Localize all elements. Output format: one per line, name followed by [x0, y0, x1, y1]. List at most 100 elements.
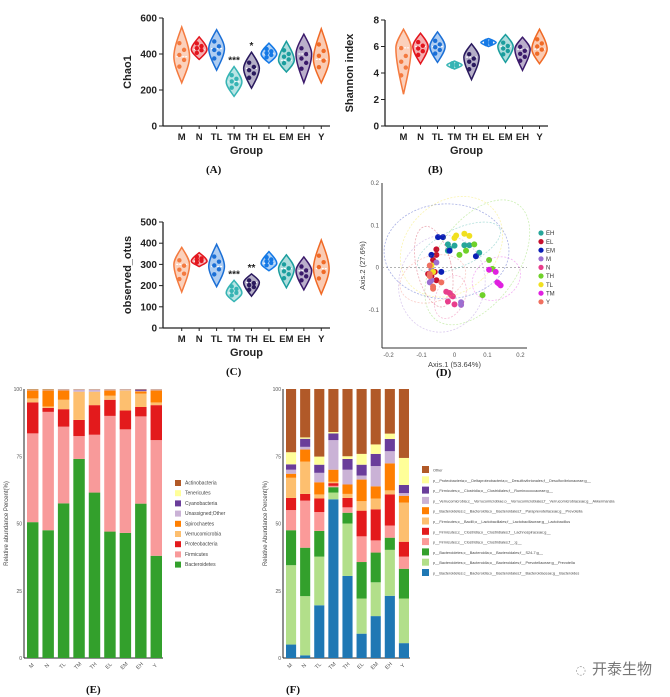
point-EM	[435, 234, 442, 241]
data-point	[181, 263, 187, 268]
data-point	[281, 262, 287, 267]
bar-segment	[119, 429, 132, 533]
bar-segment	[300, 500, 311, 548]
legend-swatch	[175, 551, 181, 558]
y-tick-label: 0	[151, 324, 157, 335]
legend-label: p__Firmicutes;c__Clostridia;o__Clostridi…	[433, 530, 551, 534]
bar-segment	[73, 458, 85, 658]
confidence-ellipse-N	[434, 275, 467, 319]
bar-segment	[398, 457, 409, 485]
violin-panel-c: 0 100 200 300 400 500 observed_otus Group M N TL TM…	[122, 218, 330, 359]
x-tick-label: EH	[135, 661, 145, 671]
point-Y	[426, 273, 433, 280]
data-point	[246, 282, 252, 288]
legend-label-M: M	[546, 257, 551, 263]
x-tick-label: EM	[498, 132, 512, 143]
bar-segment	[42, 530, 54, 658]
bar-segment	[370, 552, 381, 583]
legend-label: p__Verrucomicrobia;c__Verrucomicrobiae;o…	[433, 499, 615, 503]
pcoa-panel: -0.2 -0.1 0 0.1 0.2 -0.1 0 0.1 0.2 Axis.1 (53.64%…	[358, 181, 555, 369]
x-tick-label: 0	[453, 353, 457, 359]
bar-segment	[286, 464, 297, 470]
point-EL	[433, 277, 440, 284]
violin-TL	[429, 30, 446, 64]
data-point	[264, 259, 269, 264]
data-point	[234, 81, 239, 87]
bar-segment	[398, 502, 409, 542]
bar-segment	[135, 389, 147, 391]
point-TH	[486, 257, 493, 263]
bar-segment	[104, 390, 116, 396]
point-M	[458, 301, 465, 308]
data-point	[535, 51, 540, 56]
data-point	[177, 40, 182, 46]
data-point	[420, 43, 425, 48]
data-point	[194, 50, 200, 56]
data-point	[212, 254, 217, 259]
legend-label-TL: TL	[546, 283, 554, 289]
data-point	[299, 56, 304, 61]
point-EH	[451, 242, 458, 249]
data-point	[251, 64, 257, 70]
x-tick-label: M	[178, 132, 186, 143]
x-tick-label: TM	[73, 661, 83, 671]
x-tick-label: EL	[263, 132, 275, 143]
legend-label: Firmicutes	[185, 552, 209, 558]
x-tick-label: M	[400, 132, 408, 143]
data-point	[281, 48, 287, 53]
data-point	[399, 73, 404, 78]
bar-segment	[356, 536, 367, 563]
data-point	[316, 42, 322, 47]
legend-label: Actinobacteria	[185, 481, 217, 487]
violin-EM	[497, 33, 514, 64]
data-point	[199, 47, 204, 53]
data-point	[539, 41, 544, 46]
data-point	[518, 51, 523, 56]
violin-EL	[260, 250, 278, 272]
y-axis-title: observed_otus	[122, 236, 134, 314]
bar-segment	[342, 523, 353, 576]
bar-segment	[300, 547, 311, 597]
data-point	[229, 284, 234, 289]
bar-segment	[370, 453, 381, 467]
confidence-ellipse-EH	[416, 221, 501, 274]
y-tick-label: 100	[140, 302, 157, 313]
legend-swatch	[175, 500, 181, 507]
y-tick-label: 50	[16, 522, 22, 528]
bar-segment	[314, 556, 325, 606]
legend-label: Verrucomicrobia	[185, 532, 221, 538]
bar-segment	[328, 483, 339, 486]
x-axis-title: Axis.1 (53.64%)	[428, 360, 481, 369]
y-tick-label: 0	[376, 266, 380, 272]
data-point	[212, 263, 217, 268]
data-point	[299, 264, 304, 269]
bar-segment	[342, 389, 353, 457]
x-tick-label: Y	[400, 663, 407, 670]
x-tick-label: TL	[314, 662, 323, 671]
data-point	[518, 58, 523, 63]
legend-swatch	[422, 558, 429, 566]
point-EH	[466, 242, 473, 249]
point-Y	[430, 285, 437, 292]
data-point	[522, 54, 527, 59]
x-tick-label: -0.2	[383, 353, 394, 359]
bar-segment	[328, 481, 339, 484]
data-point	[450, 61, 455, 66]
stacked-bar-panel-e: 0 25 50 75 100 Relative abundance Percent(%) M…	[4, 387, 226, 671]
bar-segment	[73, 389, 85, 392]
point-TH	[471, 241, 478, 248]
watermark-text: 开泰生物	[591, 660, 652, 678]
legend-label: p__Bacteroidetes;c__Bacteroidia;o__Bacte…	[433, 510, 583, 514]
bar-segment	[384, 525, 395, 538]
data-point	[194, 41, 200, 46]
x-tick-label: Y	[318, 334, 325, 345]
bar-segment	[27, 390, 39, 399]
data-point	[484, 38, 489, 44]
confidence-ellipse-EM	[383, 203, 510, 300]
point-TM	[486, 266, 493, 273]
violin-TH	[242, 50, 261, 90]
data-point	[177, 52, 182, 58]
legend-swatch	[175, 510, 181, 517]
bar-segment	[384, 490, 395, 495]
bar-segment	[150, 405, 162, 441]
